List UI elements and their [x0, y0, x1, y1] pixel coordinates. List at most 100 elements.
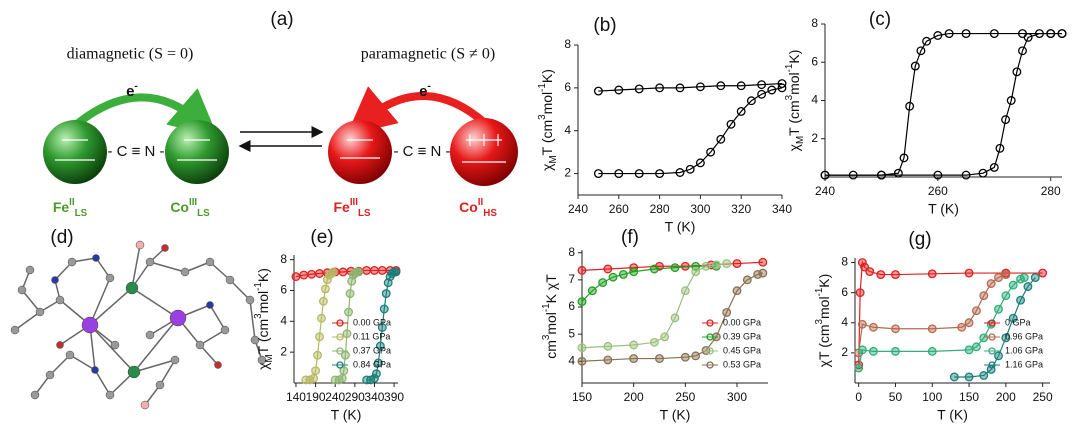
text-part: -1 [541, 303, 552, 312]
data-point [692, 268, 700, 276]
y-axis-label: χT (cm3mol-1K) [814, 274, 832, 368]
panel-d: (d) [11, 227, 266, 409]
state-title: diamagnetic (S = 0) [67, 46, 194, 63]
text-part: LS [197, 208, 210, 219]
data-point [1002, 292, 1010, 300]
x-axis-label: T (K) [937, 407, 968, 423]
data-point [702, 262, 710, 270]
data-point [318, 314, 326, 322]
legend-label: 0.96 GPa [1005, 331, 1043, 341]
data-point [671, 314, 679, 322]
legend-label: 0.37 GPa [353, 345, 391, 355]
legend-label: 1.16 GPa [1005, 359, 1043, 369]
text-part: III [350, 197, 358, 208]
data-point [859, 320, 867, 328]
data-point [620, 271, 628, 279]
data-point [682, 287, 690, 295]
x-axis-label: T (K) [665, 219, 696, 235]
legend-label: 0.45 GPa [723, 345, 761, 355]
data-point [346, 290, 354, 298]
data-point [723, 309, 731, 317]
x-tick-label: 190 [306, 390, 326, 404]
x-tick-label: 250 [1033, 390, 1053, 404]
chart: 2402602803003203402468(b)T (K)χMT (cm3mo… [537, 15, 792, 235]
x-tick-label: 150 [572, 390, 592, 404]
atom [162, 245, 169, 252]
text-part: Co [459, 199, 478, 215]
text-part: -1 [253, 282, 264, 291]
atom [57, 342, 64, 349]
series-line [598, 88, 782, 174]
x-tick-label: 260 [928, 184, 948, 198]
fe-sphere [43, 120, 107, 184]
text-part: K) [816, 274, 832, 288]
data-point [630, 355, 638, 363]
legend-label: 0.00 GPa [723, 317, 761, 327]
bond [22, 290, 40, 312]
electron-arrow [72, 97, 200, 128]
text-part: cm [543, 340, 559, 359]
data-point [578, 344, 586, 352]
data-point [965, 269, 973, 277]
x-tick-label: 290 [345, 390, 365, 404]
text-part: HS [483, 208, 497, 219]
x-axis-label: T (K) [660, 407, 691, 423]
text-part: K χT [543, 274, 559, 304]
atom [46, 371, 54, 379]
x-tick-label: 340 [364, 390, 384, 404]
x-tick-label: 320 [731, 202, 751, 216]
panel-label: (b) [593, 15, 616, 36]
y-tick-label: 6 [841, 285, 848, 299]
atom [246, 296, 254, 304]
data-point [339, 268, 347, 276]
atom [66, 351, 74, 359]
data-point [892, 325, 900, 333]
panel-label: (d) [50, 227, 73, 248]
text-part: LS [358, 208, 371, 219]
data-point [987, 320, 995, 328]
atom [106, 274, 114, 282]
data-point [965, 346, 973, 354]
panel-label: (a) [270, 9, 293, 30]
data-point [661, 333, 669, 341]
data-point [1017, 296, 1025, 304]
panel-a: (a) diamagnetic (S = 0) paramagnetic (S … [43, 9, 518, 219]
data-point [1020, 274, 1028, 282]
y-tick-label: 4 [564, 123, 571, 137]
x-tick-label: 200 [996, 390, 1016, 404]
data-point [855, 364, 863, 372]
y-axis-label: cm3mol-1K χT [541, 274, 559, 359]
atom [215, 362, 222, 369]
y-tick-label: 4 [568, 353, 575, 367]
x-tick-label: 240 [325, 390, 345, 404]
x-tick-label: 100 [922, 390, 942, 404]
data-point [630, 341, 638, 349]
atom [82, 317, 98, 333]
co-sphere [450, 118, 518, 186]
data-point [609, 273, 617, 281]
atom [11, 326, 19, 334]
data-point [322, 285, 330, 293]
y-tick-label: 6 [564, 80, 571, 94]
legend-label: 0.84 GPa [353, 359, 391, 369]
y-tick-label: 6 [568, 299, 575, 313]
data-point [604, 343, 612, 351]
text-part: e [419, 83, 427, 100]
chart: 0501001502002502468(g)T (K)χT (cm3mol-1K… [814, 229, 1053, 423]
y-tick-label: 7 [568, 272, 575, 286]
text-part: Fe [333, 199, 350, 215]
atom [171, 356, 179, 364]
atom [92, 367, 99, 374]
data-point [980, 292, 988, 300]
text-part: - [134, 80, 138, 92]
atom [126, 282, 138, 294]
legend-label: 0.39 GPa [723, 331, 761, 341]
text-part: mol [255, 291, 271, 314]
x-tick-label: 280 [1041, 184, 1061, 198]
series-line [598, 84, 782, 92]
y-axis-label: χMT (cm3mol-1K) [253, 268, 275, 370]
y-tick-label: 2 [280, 344, 287, 358]
x-tick-label: 50 [889, 390, 903, 404]
x-tick-label: 340 [772, 202, 792, 216]
bond [90, 325, 134, 372]
